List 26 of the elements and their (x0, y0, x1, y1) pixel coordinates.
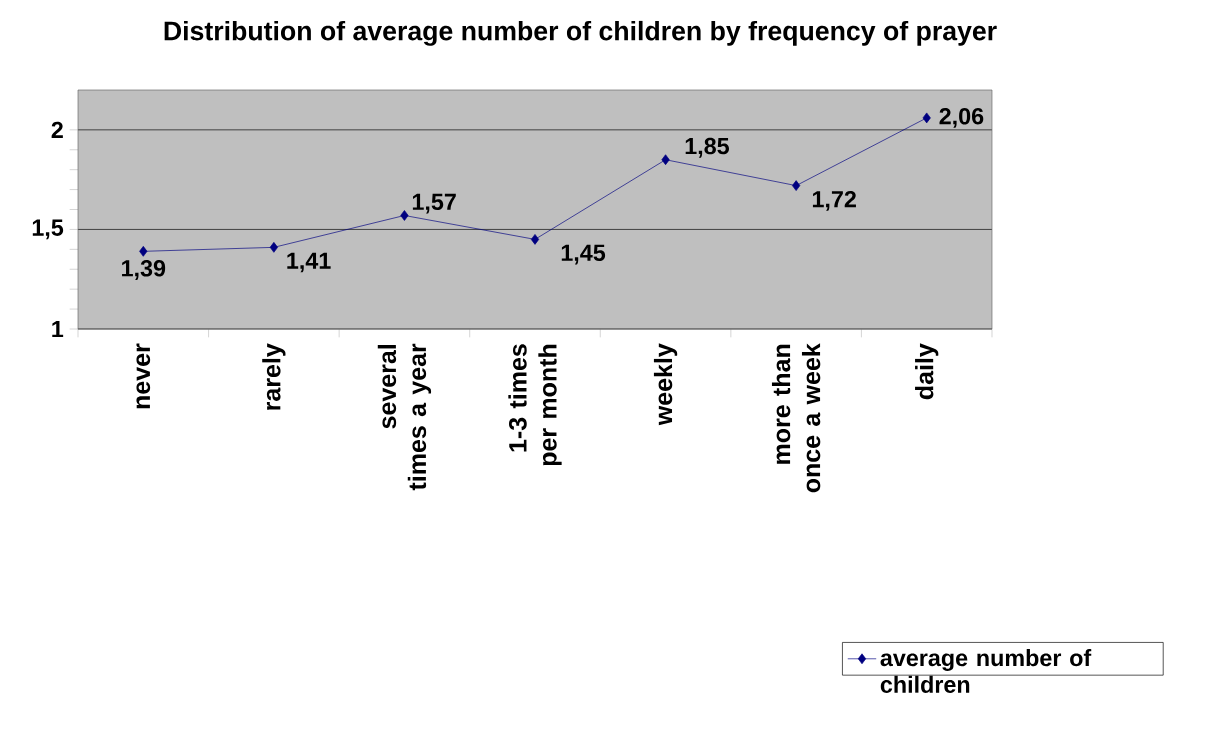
legend-label: average number of children (880, 649, 1092, 693)
chart-title: Distribution of average number of children by frequency of prayer (164, 20, 997, 46)
point (922, 112, 931, 124)
x-tick-label: more than once a week (771, 343, 821, 493)
data-label: 1,72 (812, 190, 856, 211)
x-tick-label: never (136, 343, 151, 409)
data-label: 1,45 (561, 244, 606, 265)
y-tick-label: 1,5 (32, 219, 64, 240)
point (400, 210, 409, 221)
x-tick-label: 1-3 times per month (508, 344, 562, 466)
point (530, 234, 540, 245)
point (792, 180, 801, 191)
point (661, 154, 670, 166)
y-tick-label: 2 (51, 121, 63, 138)
x-tick-label: rarely (262, 343, 286, 410)
point (269, 242, 278, 253)
data-label: 2,06 (939, 107, 984, 128)
data-label: 1,41 (287, 252, 331, 273)
x-tick-label: weekly (653, 343, 678, 426)
point (139, 245, 148, 257)
data-label: 1,39 (122, 259, 166, 280)
data-label: 1,57 (412, 193, 456, 214)
x-tick-label: daily (915, 343, 939, 400)
data-label: 1,85 (685, 137, 729, 158)
x-tick-label: several times a year (377, 343, 432, 491)
y-tick-label: 1 (52, 320, 64, 338)
